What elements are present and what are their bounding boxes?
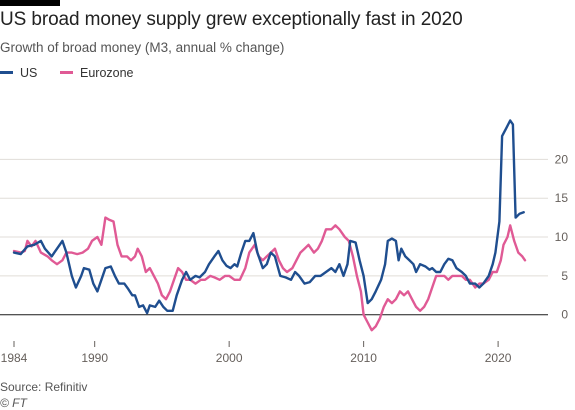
y-tick-label: 15 [555,191,569,205]
series-line-us [12,119,525,315]
legend-item-us: US [0,66,37,80]
series-line-eurozone [12,216,527,332]
y-tick-label: 5 [561,269,568,283]
chart-subtitle: Growth of broad money (M3, annual % chan… [0,40,285,55]
x-tick-label: 1990 [81,351,108,365]
legend-item-eurozone: Eurozone [60,66,134,80]
source-note: Source: Refinitiv [0,380,88,394]
legend-swatch-eurozone [60,71,73,75]
x-tick-label: 2020 [485,351,512,365]
ft-credit: © FT [0,396,27,410]
legend-swatch-us [0,71,13,75]
x-tick-label: 2010 [350,351,377,365]
ft-top-bar [0,0,60,6]
chart-title: US broad money supply grew exceptionally… [0,9,463,30]
y-tick-label: 0 [561,308,568,322]
legend-label-us: US [20,66,38,80]
y-tick-label: 10 [555,230,569,244]
x-tick-label: 1984 [1,351,28,365]
y-tick-label: 20 [555,152,569,166]
legend-label-eurozone: Eurozone [80,66,134,80]
x-tick-label: 2000 [216,351,243,365]
